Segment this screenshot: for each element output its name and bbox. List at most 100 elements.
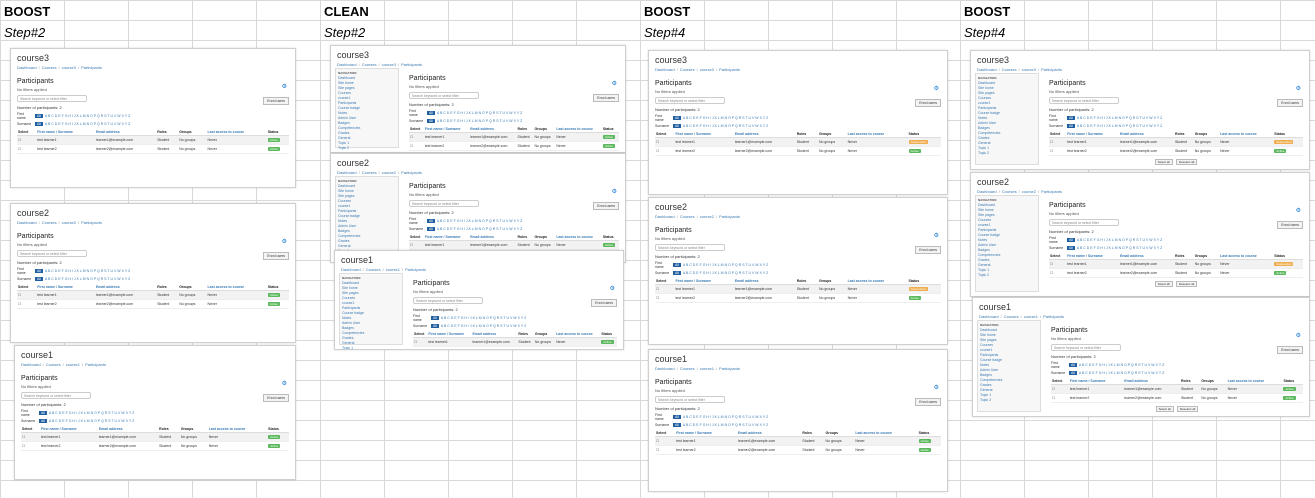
nav-item[interactable]: Admin User bbox=[342, 321, 361, 325]
user-link[interactable]: test learner1 bbox=[674, 284, 734, 294]
crumb-course[interactable]: course2 bbox=[699, 214, 714, 219]
enrol-users-button[interactable]: Enrol users bbox=[591, 299, 617, 307]
nav-item[interactable]: Dashboard bbox=[338, 184, 356, 188]
col-access[interactable]: Last access to course bbox=[555, 234, 602, 241]
nav-item[interactable]: Notes bbox=[980, 363, 990, 367]
firstname-filter[interactable]: First name All A B C D E F G H I J K L M N… bbox=[413, 314, 527, 322]
nav-item[interactable]: Notes bbox=[342, 316, 352, 320]
nav-item[interactable]: Admin User bbox=[338, 116, 357, 120]
surname-filter[interactable]: Surname All A B C D E F G H I J K L M N O … bbox=[655, 423, 769, 427]
nav-item[interactable]: course1 bbox=[980, 348, 993, 352]
nav-item[interactable]: Site pages bbox=[338, 194, 355, 198]
user-link[interactable]: test learner2 bbox=[36, 299, 95, 309]
select-all-button[interactable]: Select all bbox=[1154, 159, 1173, 165]
col-name[interactable]: First name / Surname bbox=[674, 131, 734, 138]
nav-item[interactable]: Participants bbox=[338, 101, 357, 105]
col-email[interactable]: Email address bbox=[1118, 131, 1174, 138]
deselect-all-button[interactable]: Deselect all bbox=[1175, 159, 1198, 165]
crumb-participants[interactable]: Participants bbox=[85, 362, 106, 367]
user-link[interactable]: test learner1 bbox=[423, 240, 470, 250]
user-link[interactable]: test learner2 bbox=[36, 144, 95, 154]
user-link[interactable]: test learner2 bbox=[674, 146, 734, 156]
nav-item[interactable]: Courses bbox=[342, 296, 356, 300]
nav-item[interactable]: Site home bbox=[338, 189, 354, 193]
nav-item[interactable]: Topic 2 bbox=[978, 151, 990, 155]
select-all-button[interactable]: Select all bbox=[1155, 406, 1174, 412]
user-link[interactable]: test learner2 bbox=[1066, 146, 1119, 156]
crumb-courses[interactable]: Courses bbox=[41, 220, 57, 225]
crumb-courses[interactable]: Courses bbox=[1001, 189, 1017, 194]
col-access[interactable]: Last access to course bbox=[555, 331, 601, 338]
nav-item[interactable]: Admin User bbox=[978, 243, 997, 247]
crumb-courses[interactable]: Courses bbox=[679, 67, 695, 72]
nav-item[interactable]: Dashboard bbox=[980, 328, 998, 332]
surname-filter[interactable]: Surname All A B C D E F G H I J K L M N O … bbox=[1049, 246, 1163, 250]
crumb-participants[interactable]: Participants bbox=[401, 170, 422, 175]
nav-item[interactable]: Courses bbox=[338, 199, 352, 203]
crumb-dashboard[interactable]: Dashboard bbox=[655, 214, 675, 219]
nav-item[interactable]: Admin User bbox=[980, 368, 999, 372]
nav-item[interactable]: Badges bbox=[980, 373, 992, 377]
crumb-course[interactable]: course1 bbox=[385, 267, 400, 272]
gear-icon[interactable]: ⚙ bbox=[933, 233, 939, 239]
col-access[interactable]: Last access to course bbox=[846, 131, 908, 138]
user-link[interactable]: test learner1 bbox=[39, 432, 98, 442]
col-access[interactable]: Last access to course bbox=[206, 129, 267, 136]
nav-item[interactable]: Topic 1 bbox=[978, 146, 990, 150]
nav-item[interactable]: Grades bbox=[978, 258, 990, 262]
nav-item[interactable]: Grades bbox=[338, 131, 350, 135]
col-access[interactable]: Last access to course bbox=[1226, 378, 1283, 385]
col-name[interactable]: First name / Surname bbox=[675, 430, 737, 437]
nav-item[interactable]: Participants bbox=[342, 306, 361, 310]
col-name[interactable]: First name / Surname bbox=[674, 278, 734, 285]
surname-filter[interactable]: Surname All A B C D E F G H I J K L M N O … bbox=[413, 324, 527, 328]
crumb-course[interactable]: course2 bbox=[381, 170, 396, 175]
nav-item[interactable]: Course badge bbox=[978, 111, 1000, 115]
nav-item[interactable]: Dashboard bbox=[978, 81, 996, 85]
nav-item[interactable]: Courses bbox=[338, 91, 352, 95]
nav-item[interactable]: Site home bbox=[978, 208, 994, 212]
col-name[interactable]: First name / Surname bbox=[423, 234, 470, 241]
crumb-dashboard[interactable]: Dashboard bbox=[17, 65, 37, 70]
enrol-users-button[interactable]: Enrol users bbox=[263, 252, 289, 260]
nav-item[interactable]: Participants bbox=[978, 228, 997, 232]
nav-item[interactable]: Topic 1 bbox=[978, 268, 990, 272]
nav-item[interactable]: Topic 1 bbox=[342, 346, 354, 350]
crumb-course[interactable]: course3 bbox=[699, 67, 714, 72]
crumb-dashboard[interactable]: Dashboard bbox=[979, 314, 999, 319]
nav-item[interactable]: Participants bbox=[978, 106, 997, 110]
firstname-filter[interactable]: First name All A B C D E F G H I J K L M N… bbox=[17, 267, 131, 275]
surname-filter[interactable]: Surname All A B C D E F G H I J K L M N O … bbox=[1049, 124, 1163, 128]
nav-item[interactable]: Competencies bbox=[338, 126, 361, 130]
nav-item[interactable]: Topic 2 bbox=[978, 273, 990, 277]
firstname-filter[interactable]: First name All A B C D E F G H I J K L M N… bbox=[21, 409, 135, 417]
nav-item[interactable]: Grades bbox=[980, 383, 992, 387]
crumb-participants[interactable]: Participants bbox=[1041, 189, 1062, 194]
enrol-users-button[interactable]: Enrol users bbox=[593, 202, 619, 210]
crumb-dashboard[interactable]: Dashboard bbox=[655, 366, 675, 371]
gear-icon[interactable]: ⚙ bbox=[933, 86, 939, 92]
search-input[interactable]: Search keyword or select filter bbox=[1051, 344, 1121, 351]
nav-item[interactable]: General bbox=[980, 388, 993, 392]
nav-item[interactable]: Participants bbox=[980, 353, 999, 357]
nav-item[interactable]: Site home bbox=[338, 81, 354, 85]
enrol-users-button[interactable]: Enrol users bbox=[263, 97, 289, 105]
nav-item[interactable]: Badges bbox=[338, 121, 350, 125]
user-link[interactable]: test learner2 bbox=[1068, 393, 1124, 403]
user-link[interactable]: test learner2 bbox=[423, 141, 470, 151]
search-input[interactable]: Search keyword or select filter bbox=[655, 97, 725, 104]
nav-item[interactable]: Admin User bbox=[978, 121, 997, 125]
gear-icon[interactable]: ⚙ bbox=[281, 84, 287, 90]
crumb-course[interactable]: course2 bbox=[61, 220, 76, 225]
col-name[interactable]: First name / Surname bbox=[1066, 131, 1119, 138]
col-email[interactable]: Email address bbox=[97, 426, 159, 433]
col-access[interactable]: Last access to course bbox=[555, 126, 602, 133]
gear-icon[interactable]: ⚙ bbox=[609, 286, 615, 292]
firstname-filter[interactable]: First name All A B C D E F G H I J K L M N… bbox=[655, 413, 769, 421]
surname-filter[interactable]: Surname All A B C D E F G H I J K L M N O … bbox=[17, 122, 131, 126]
select-all-button[interactable]: Select all bbox=[1154, 281, 1173, 287]
nav-item[interactable]: Competencies bbox=[980, 378, 1003, 382]
nav-item[interactable]: Topic 2 bbox=[980, 398, 992, 402]
crumb-participants[interactable]: Participants bbox=[719, 214, 740, 219]
nav-item[interactable]: Competencies bbox=[978, 131, 1001, 135]
